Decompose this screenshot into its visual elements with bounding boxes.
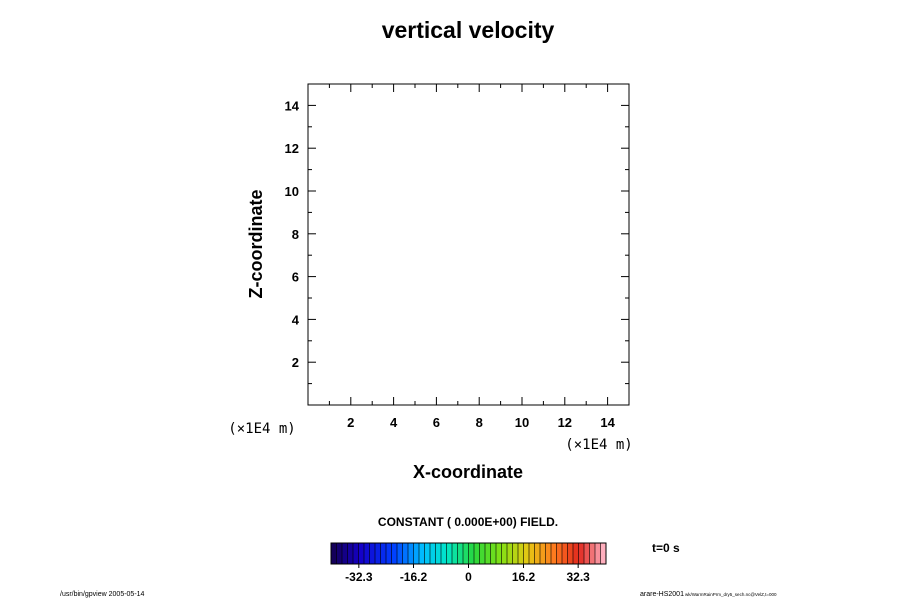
colorbar-level (342, 543, 348, 564)
colorbar-level (386, 543, 392, 564)
y-tick-labels: 2 4 6 8 10 12 14 (285, 98, 300, 370)
colorbar-tick-label: -16.2 (400, 570, 428, 584)
colorbar-level (353, 543, 359, 564)
x-tick-label: 8 (476, 415, 483, 430)
colorbar-level (518, 543, 524, 564)
colorbar-level (457, 543, 464, 564)
colorbar-level (446, 543, 453, 564)
x-tick-label: 2 (347, 415, 354, 430)
colorbar-level (595, 543, 601, 564)
x-tick-label: 4 (390, 415, 398, 430)
chart-title: vertical velocity (382, 17, 555, 43)
colorbar-level (507, 543, 513, 564)
colorbar-level (479, 543, 486, 564)
colorbar-tick-label: 0 (465, 570, 472, 584)
y-tick-label: 10 (285, 184, 299, 199)
colorbar-level (578, 543, 585, 564)
colorbar-tick-label: -32.3 (345, 570, 373, 584)
colorbar-level (413, 543, 420, 564)
footer-right-main: arare-HS2001wk/WarmRainPrm_dry5_sech.nc@… (640, 591, 777, 598)
x-tick-label: 10 (515, 415, 529, 430)
colorbar-level (391, 543, 398, 564)
x-tick-labels: 2 4 6 8 10 12 14 (347, 415, 615, 430)
x-tick-label: 6 (433, 415, 440, 430)
colorbar-tick-label: 16.2 (512, 570, 536, 584)
time-label: t=0 s (652, 541, 680, 555)
colorbar-level (408, 543, 414, 564)
colorbar-level (364, 543, 370, 564)
y-tick-label: 2 (292, 355, 299, 370)
colorbar-level (380, 543, 387, 564)
colorbar-level (441, 543, 447, 564)
x-tick-label: 14 (600, 415, 615, 430)
colorbar-level (567, 543, 574, 564)
colorbar-level (551, 543, 557, 564)
colorbar-level (490, 543, 497, 564)
colorbar-level (573, 543, 579, 564)
colorbar-level (331, 543, 337, 564)
colorbar-level (468, 543, 475, 564)
y-tick-label: 6 (292, 270, 299, 285)
y-tick-label: 12 (285, 141, 299, 156)
x-tick-label: 12 (558, 415, 572, 430)
colorbar-level (463, 543, 469, 564)
axis-tick-marks (308, 84, 629, 405)
colorbar-level (452, 543, 458, 564)
colorbar-level (501, 543, 508, 564)
colorbar-level (358, 543, 365, 564)
colorbar-level (474, 543, 480, 564)
colorbar-level (556, 543, 563, 564)
colorbar-level (534, 543, 541, 564)
y-tick-label: 8 (292, 227, 299, 242)
y-tick-label: 14 (285, 98, 300, 113)
colorbar-level (424, 543, 431, 564)
x-axis-label: X-coordinate (413, 462, 523, 482)
colorbar-level (584, 543, 590, 564)
x-axis-unit-label: (×1E4 m) (565, 437, 632, 453)
colorbar-level (402, 543, 409, 564)
colorbar-level (430, 543, 436, 564)
y-axis-label: Z-coordinate (246, 189, 266, 298)
colorbar-ticks: -32.3 -16.2 0 16.2 32.3 (345, 564, 590, 584)
y-tick-label: 4 (292, 312, 300, 327)
colorbar-level (369, 543, 376, 564)
colorbar-level (545, 543, 552, 564)
colorbar-level (529, 543, 535, 564)
colorbar-level (485, 543, 491, 564)
plot-frame (307, 83, 630, 406)
colorbar-level (562, 543, 568, 564)
colorbar-level (347, 543, 354, 564)
y-axis-unit-label: (×1E4 m) (228, 421, 295, 437)
colorbar-tick-label: 32.3 (566, 570, 590, 584)
colorbar-level (336, 543, 343, 564)
colorbar-level (523, 543, 530, 564)
colorbar-level (512, 543, 519, 564)
colorbar-level (496, 543, 502, 564)
colorbar-level (419, 543, 425, 564)
colorbar (330, 543, 607, 564)
footer-right-small: wk/WarmRainPrm_dry5_sech.nc@VelZ,t=000 (685, 592, 777, 597)
footer-right-main-text: arare-HS2001 (640, 591, 684, 598)
colorbar-level (589, 543, 596, 564)
colorbar-level (397, 543, 403, 564)
colorbar-level (600, 543, 607, 564)
colorbar-level (540, 543, 546, 564)
colorbar-level (375, 543, 381, 564)
field-message: CONSTANT ( 0.000E+00) FIELD. (378, 515, 558, 529)
colorbar-level (435, 543, 442, 564)
footer-left: /usr/bin/gpview 2005-05-14 (60, 591, 145, 598)
